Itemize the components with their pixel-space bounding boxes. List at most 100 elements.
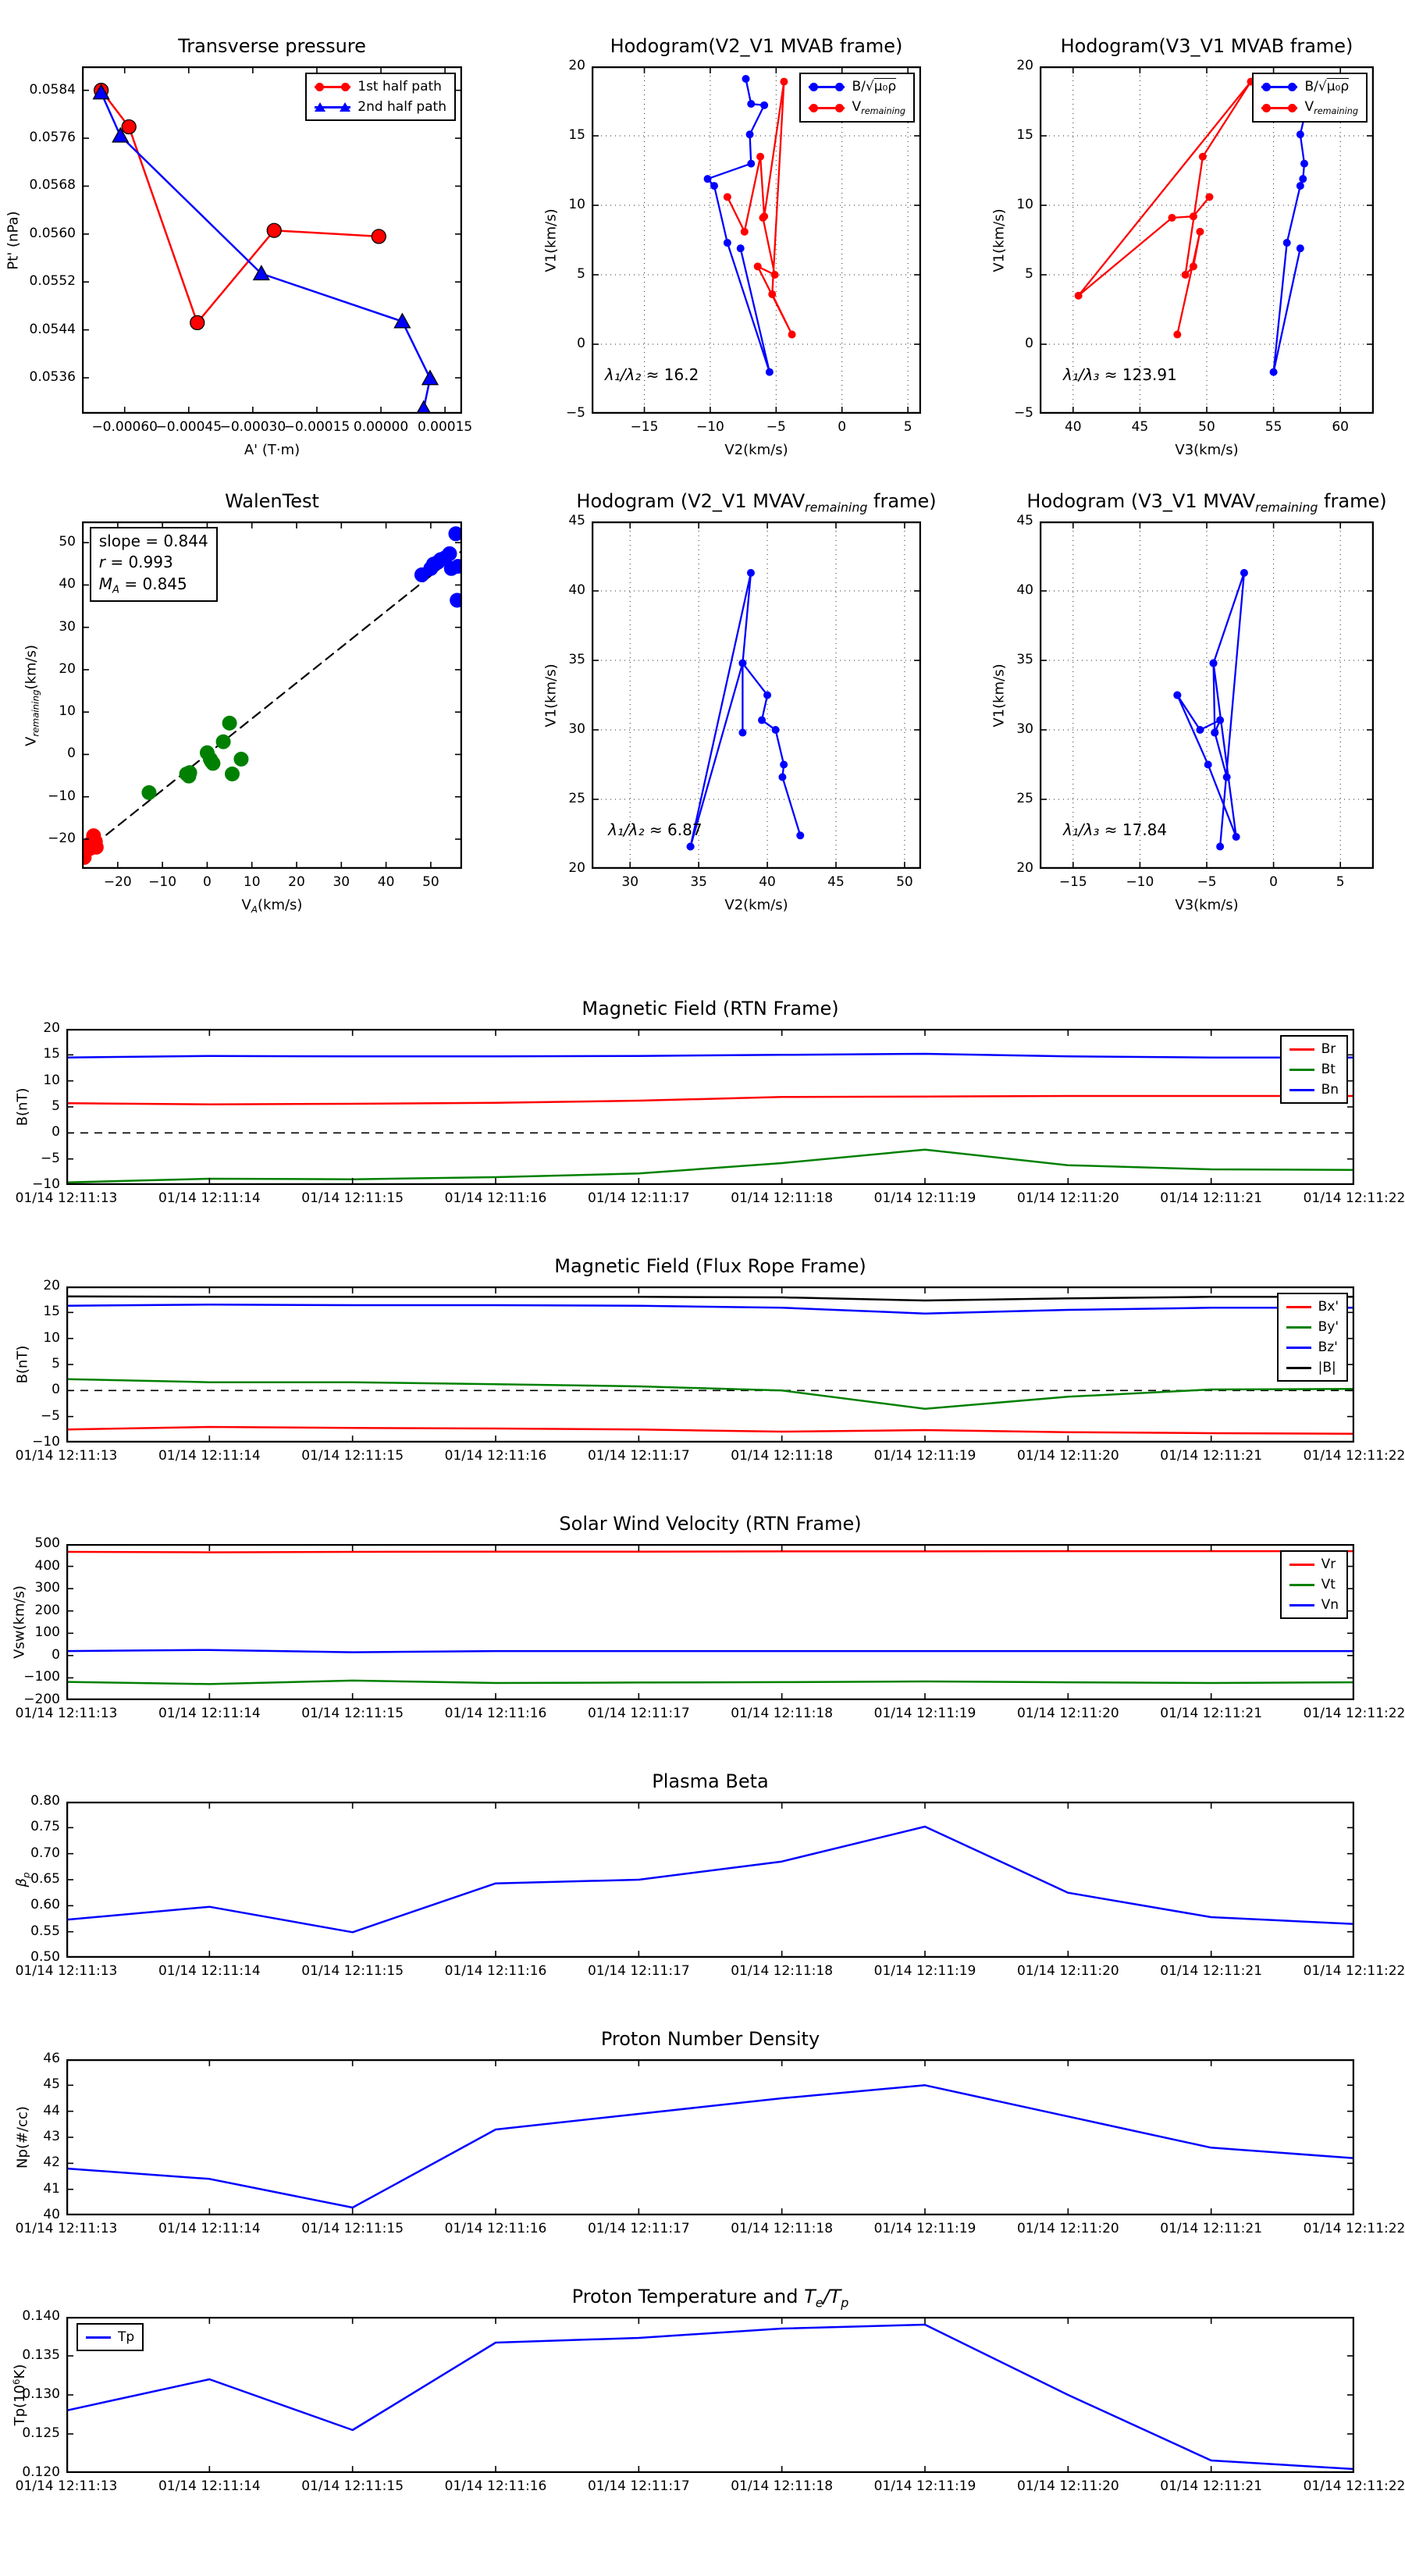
text-segment: A bbox=[251, 904, 258, 916]
walen-test-annotation-line: r = 0.993 bbox=[99, 552, 208, 574]
hodogram-v2v1-mvav-ytick-label: 20 bbox=[568, 860, 585, 876]
text-segment: Magnetic Field (Flux Rope Frame) bbox=[554, 1255, 866, 1277]
hodogram-v3v1-mvab-legend: B/√μ₀ρ Vremaining bbox=[1252, 73, 1368, 123]
hodogram-v2v1-mvav-series-v-remaining bbox=[686, 568, 805, 851]
text-segment: V3(km/s) bbox=[1175, 897, 1239, 913]
text-segment: ≈ 17.84 bbox=[1099, 820, 1168, 839]
text-segment: Proton Number Density bbox=[600, 2028, 820, 2050]
by-prime-legend-sample bbox=[1286, 1322, 1311, 1332]
text-segment: Bx' bbox=[1318, 1299, 1339, 1315]
text-segment: = 0.993 bbox=[105, 553, 173, 572]
v-remaining-legend-line bbox=[1261, 106, 1298, 109]
plasma-beta-ytick-label: 0.70 bbox=[30, 1845, 60, 1861]
transverse-pressure-xtick-label: −0.00045 bbox=[155, 419, 222, 435]
alfven-speed-legend-marker-icon bbox=[1262, 83, 1272, 91]
transverse-pressure-series-second-half-path bbox=[92, 84, 439, 414]
proton-temperature-xtick-label: 01/14 12:11:16 bbox=[444, 2478, 547, 2494]
hodogram-v2v1-mvab-series-alfven-speed bbox=[703, 75, 774, 376]
text-segment: p bbox=[841, 2295, 849, 2311]
transverse-pressure-plot bbox=[82, 66, 462, 414]
solar-wind-velocity-ytick-label: 0 bbox=[52, 1646, 60, 1663]
proton-temperature-ytick-label: 0.120 bbox=[22, 2464, 60, 2480]
hodogram-v2v1-mvav-xtick-label: 45 bbox=[827, 874, 845, 890]
plasma-beta-xtick-label: 01/14 12:11:20 bbox=[1016, 1963, 1119, 1979]
proton-temperature-xtick-label: 01/14 12:11:21 bbox=[1160, 2478, 1263, 2494]
magnetic-field-rtn-ylabel: B(nT) bbox=[15, 1088, 31, 1126]
transverse-pressure-ytick-label: 0.0568 bbox=[29, 177, 76, 194]
walen-test-series-center-points bbox=[141, 715, 249, 800]
hodogram-v3v1-mvab-xtick-label: 55 bbox=[1264, 419, 1282, 435]
walen-test-annotation-0: slope = 0.844 r = 0.993 MA = 0.845 bbox=[89, 526, 218, 602]
proton-temperature-legend-entry-tp: Tp bbox=[86, 2329, 134, 2345]
hodogram-v3v1-mvab-title: Hodogram(V3_V1 MVAB frame) bbox=[1061, 35, 1353, 57]
solar-wind-velocity-ytick-label: 400 bbox=[34, 1557, 60, 1574]
text-segment: remaining bbox=[1314, 105, 1358, 116]
magnetic-field-flux-rope-xtick-label: 01/14 12:11:22 bbox=[1303, 1448, 1405, 1464]
proton-number-density-xtick-label: 01/14 12:11:17 bbox=[587, 2221, 690, 2236]
hodogram-v2v1-mvab-ytick-label: 20 bbox=[568, 58, 585, 73]
text-segment: r bbox=[98, 553, 105, 572]
magnetic-field-flux-rope-ytick-label: 20 bbox=[43, 1278, 60, 1293]
text-segment: λ₁/λ₃ bbox=[1062, 365, 1100, 384]
text-segment: β bbox=[13, 1878, 30, 1888]
magnetic-field-flux-rope-legend-entry-bx-prime: Bx' bbox=[1286, 1299, 1339, 1315]
proton-number-density-xtick-label: 01/14 12:11:14 bbox=[158, 2221, 261, 2236]
proton-number-density-ytick-label: 41 bbox=[43, 2180, 60, 2197]
alfven-speed-legend-line bbox=[1261, 86, 1298, 88]
br-legend-line bbox=[1289, 1048, 1314, 1051]
text-segment: / bbox=[823, 2286, 830, 2307]
second-half-path-legend-line bbox=[315, 106, 351, 109]
proton-temperature-legend: Tp bbox=[76, 2323, 144, 2351]
magnetic-field-rtn-legend-entry-bn: Bn bbox=[1289, 1082, 1339, 1098]
hodogram-v2v1-mvab-plot bbox=[592, 66, 921, 414]
walen-test-series-fit-line bbox=[82, 550, 462, 856]
transverse-pressure-title: Transverse pressure bbox=[178, 35, 366, 57]
by-prime-legend-label: By' bbox=[1318, 1319, 1339, 1335]
text-segment: remaining bbox=[1255, 500, 1318, 515]
solar-wind-velocity-ytick-label: 500 bbox=[34, 1535, 60, 1551]
v-remaining-legend-sample bbox=[1261, 102, 1298, 113]
magnetic-field-flux-rope-series-bx-prime bbox=[66, 1425, 1354, 1435]
alfven-speed-legend-marker-icon bbox=[1288, 83, 1297, 91]
alfven-speed-legend-marker-icon bbox=[809, 83, 819, 91]
vn-legend-line bbox=[1289, 1604, 1314, 1606]
magnetic-field-flux-rope-title: Magnetic Field (Flux Rope Frame) bbox=[554, 1255, 866, 1277]
walen-test-xtick-label: 20 bbox=[288, 874, 305, 890]
solar-wind-velocity-xtick-label: 01/14 12:11:16 bbox=[444, 1706, 547, 1721]
hodogram-v3v1-mvab-xtick-label: 50 bbox=[1198, 419, 1215, 435]
transverse-pressure-ytick-label: 0.0536 bbox=[29, 368, 76, 385]
magnetic-field-flux-rope-xtick-label: 01/14 12:11:16 bbox=[444, 1448, 547, 1464]
hodogram-v2v1-mvab-title: Hodogram(V2_V1 MVAB frame) bbox=[610, 35, 903, 57]
proton-number-density-ytick-label: 46 bbox=[43, 2051, 60, 2066]
hodogram-v3v1-mvav-xtick-label: 5 bbox=[1336, 874, 1345, 890]
walen-test-xtick-label: −10 bbox=[148, 874, 177, 890]
bx-prime-legend-label: Bx' bbox=[1318, 1299, 1339, 1315]
walen-test-ytick-label: 20 bbox=[59, 660, 76, 677]
bx-prime-legend-sample bbox=[1286, 1301, 1311, 1312]
text-segment: V1(km/s) bbox=[542, 663, 560, 728]
hodogram-v3v1-mvav-xtick-label: −5 bbox=[1197, 874, 1217, 890]
walen-test-ytick-label: 0 bbox=[67, 745, 76, 762]
v-remaining-legend-line bbox=[809, 106, 845, 109]
tp-legend-label: Tp bbox=[118, 2329, 134, 2345]
text-segment: Br bbox=[1321, 1041, 1336, 1057]
text-segment: ≈ 6.87 bbox=[644, 820, 702, 839]
magnetic-field-flux-rope-legend-entry-b-magnitude: |B| bbox=[1286, 1360, 1339, 1375]
text-segment: Tp bbox=[118, 2329, 135, 2345]
plasma-beta-xtick-label: 01/14 12:11:16 bbox=[444, 1963, 547, 1979]
hodogram-v3v1-mvav-ytick-label: 35 bbox=[1016, 652, 1033, 667]
walen-test-plot bbox=[82, 521, 462, 869]
hodogram-v3v1-mvav-xlabel: V3(km/s) bbox=[1175, 897, 1238, 913]
solar-wind-velocity-xtick-label: 01/14 12:11:14 bbox=[158, 1706, 261, 1721]
hodogram-v3v1-mvab-xlabel: V3(km/s) bbox=[1175, 442, 1238, 458]
solar-wind-velocity-legend-entry-vr: Vr bbox=[1289, 1557, 1339, 1572]
hodogram-v3v1-mvab-legend-entry-v-remaining: Vremaining bbox=[1261, 99, 1358, 116]
proton-temperature-ylabel: Tp(106K) bbox=[11, 2364, 28, 2426]
hodogram-v3v1-mvab-ytick-label: 20 bbox=[1016, 58, 1033, 73]
text-segment: 6 bbox=[11, 2379, 23, 2386]
hodogram-v3v1-mvav-ytick-label: 25 bbox=[1016, 791, 1033, 806]
transverse-pressure-xtick-label: −0.00030 bbox=[219, 419, 286, 435]
proton-number-density-xtick-label: 01/14 12:11:16 bbox=[444, 2221, 547, 2236]
text-segment: μ₀ρ bbox=[1326, 79, 1350, 94]
solar-wind-velocity-ytick-label: 100 bbox=[34, 1624, 60, 1641]
